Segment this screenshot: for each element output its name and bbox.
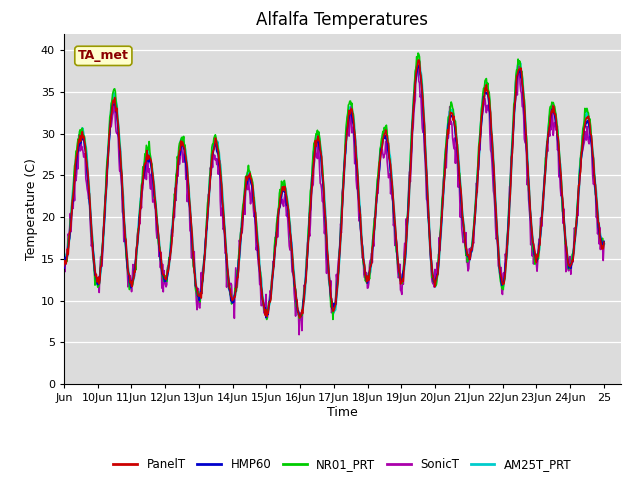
- SonicT: [295, 332, 303, 337]
- SonicT: [60, 258, 68, 264]
- NR01_PRT: [414, 50, 422, 56]
- Line: NR01_PRT: NR01_PRT: [64, 53, 604, 320]
- PanelT: [415, 57, 422, 63]
- Line: AM25T_PRT: AM25T_PRT: [64, 60, 604, 320]
- PanelT: [390, 209, 398, 215]
- X-axis label: Time: Time: [327, 406, 358, 419]
- HMP60: [600, 239, 608, 244]
- PanelT: [124, 256, 131, 262]
- AM25T_PRT: [600, 241, 608, 247]
- PanelT: [250, 191, 257, 196]
- SonicT: [270, 264, 278, 270]
- HMP60: [390, 215, 398, 220]
- NR01_PRT: [60, 264, 68, 269]
- PanelT: [223, 252, 230, 257]
- Line: PanelT: PanelT: [64, 60, 604, 318]
- Legend: PanelT, HMP60, NR01_PRT, SonicT, AM25T_PRT: PanelT, HMP60, NR01_PRT, SonicT, AM25T_P…: [109, 453, 576, 475]
- HMP60: [223, 259, 230, 265]
- AM25T_PRT: [60, 262, 68, 268]
- AM25T_PRT: [250, 189, 257, 195]
- Line: SonicT: SonicT: [64, 64, 604, 335]
- SonicT: [413, 61, 421, 67]
- NR01_PRT: [271, 242, 278, 248]
- NR01_PRT: [600, 239, 608, 245]
- NR01_PRT: [223, 256, 230, 262]
- Title: Alfalfa Temperatures: Alfalfa Temperatures: [257, 11, 428, 29]
- NR01_PRT: [250, 196, 257, 202]
- HMP60: [421, 145, 429, 151]
- PanelT: [296, 315, 303, 321]
- AM25T_PRT: [415, 58, 422, 63]
- Line: HMP60: HMP60: [64, 66, 604, 318]
- HMP60: [60, 265, 68, 271]
- AM25T_PRT: [296, 317, 303, 323]
- PanelT: [421, 141, 429, 146]
- PanelT: [600, 240, 608, 245]
- HMP60: [124, 265, 131, 271]
- SonicT: [223, 284, 230, 290]
- AM25T_PRT: [390, 210, 398, 216]
- SonicT: [600, 241, 608, 247]
- NR01_PRT: [263, 317, 271, 323]
- SonicT: [390, 219, 398, 225]
- Text: TA_met: TA_met: [78, 49, 129, 62]
- SonicT: [421, 156, 429, 162]
- PanelT: [60, 263, 68, 269]
- HMP60: [271, 254, 278, 260]
- NR01_PRT: [390, 216, 398, 221]
- AM25T_PRT: [421, 142, 429, 147]
- AM25T_PRT: [270, 262, 278, 267]
- NR01_PRT: [421, 142, 429, 147]
- HMP60: [414, 63, 422, 69]
- Y-axis label: Temperature (C): Temperature (C): [25, 158, 38, 260]
- AM25T_PRT: [223, 254, 230, 260]
- HMP60: [250, 199, 257, 205]
- SonicT: [250, 206, 257, 212]
- PanelT: [270, 263, 278, 268]
- AM25T_PRT: [124, 260, 131, 266]
- HMP60: [262, 315, 270, 321]
- SonicT: [124, 269, 131, 275]
- NR01_PRT: [124, 265, 131, 271]
